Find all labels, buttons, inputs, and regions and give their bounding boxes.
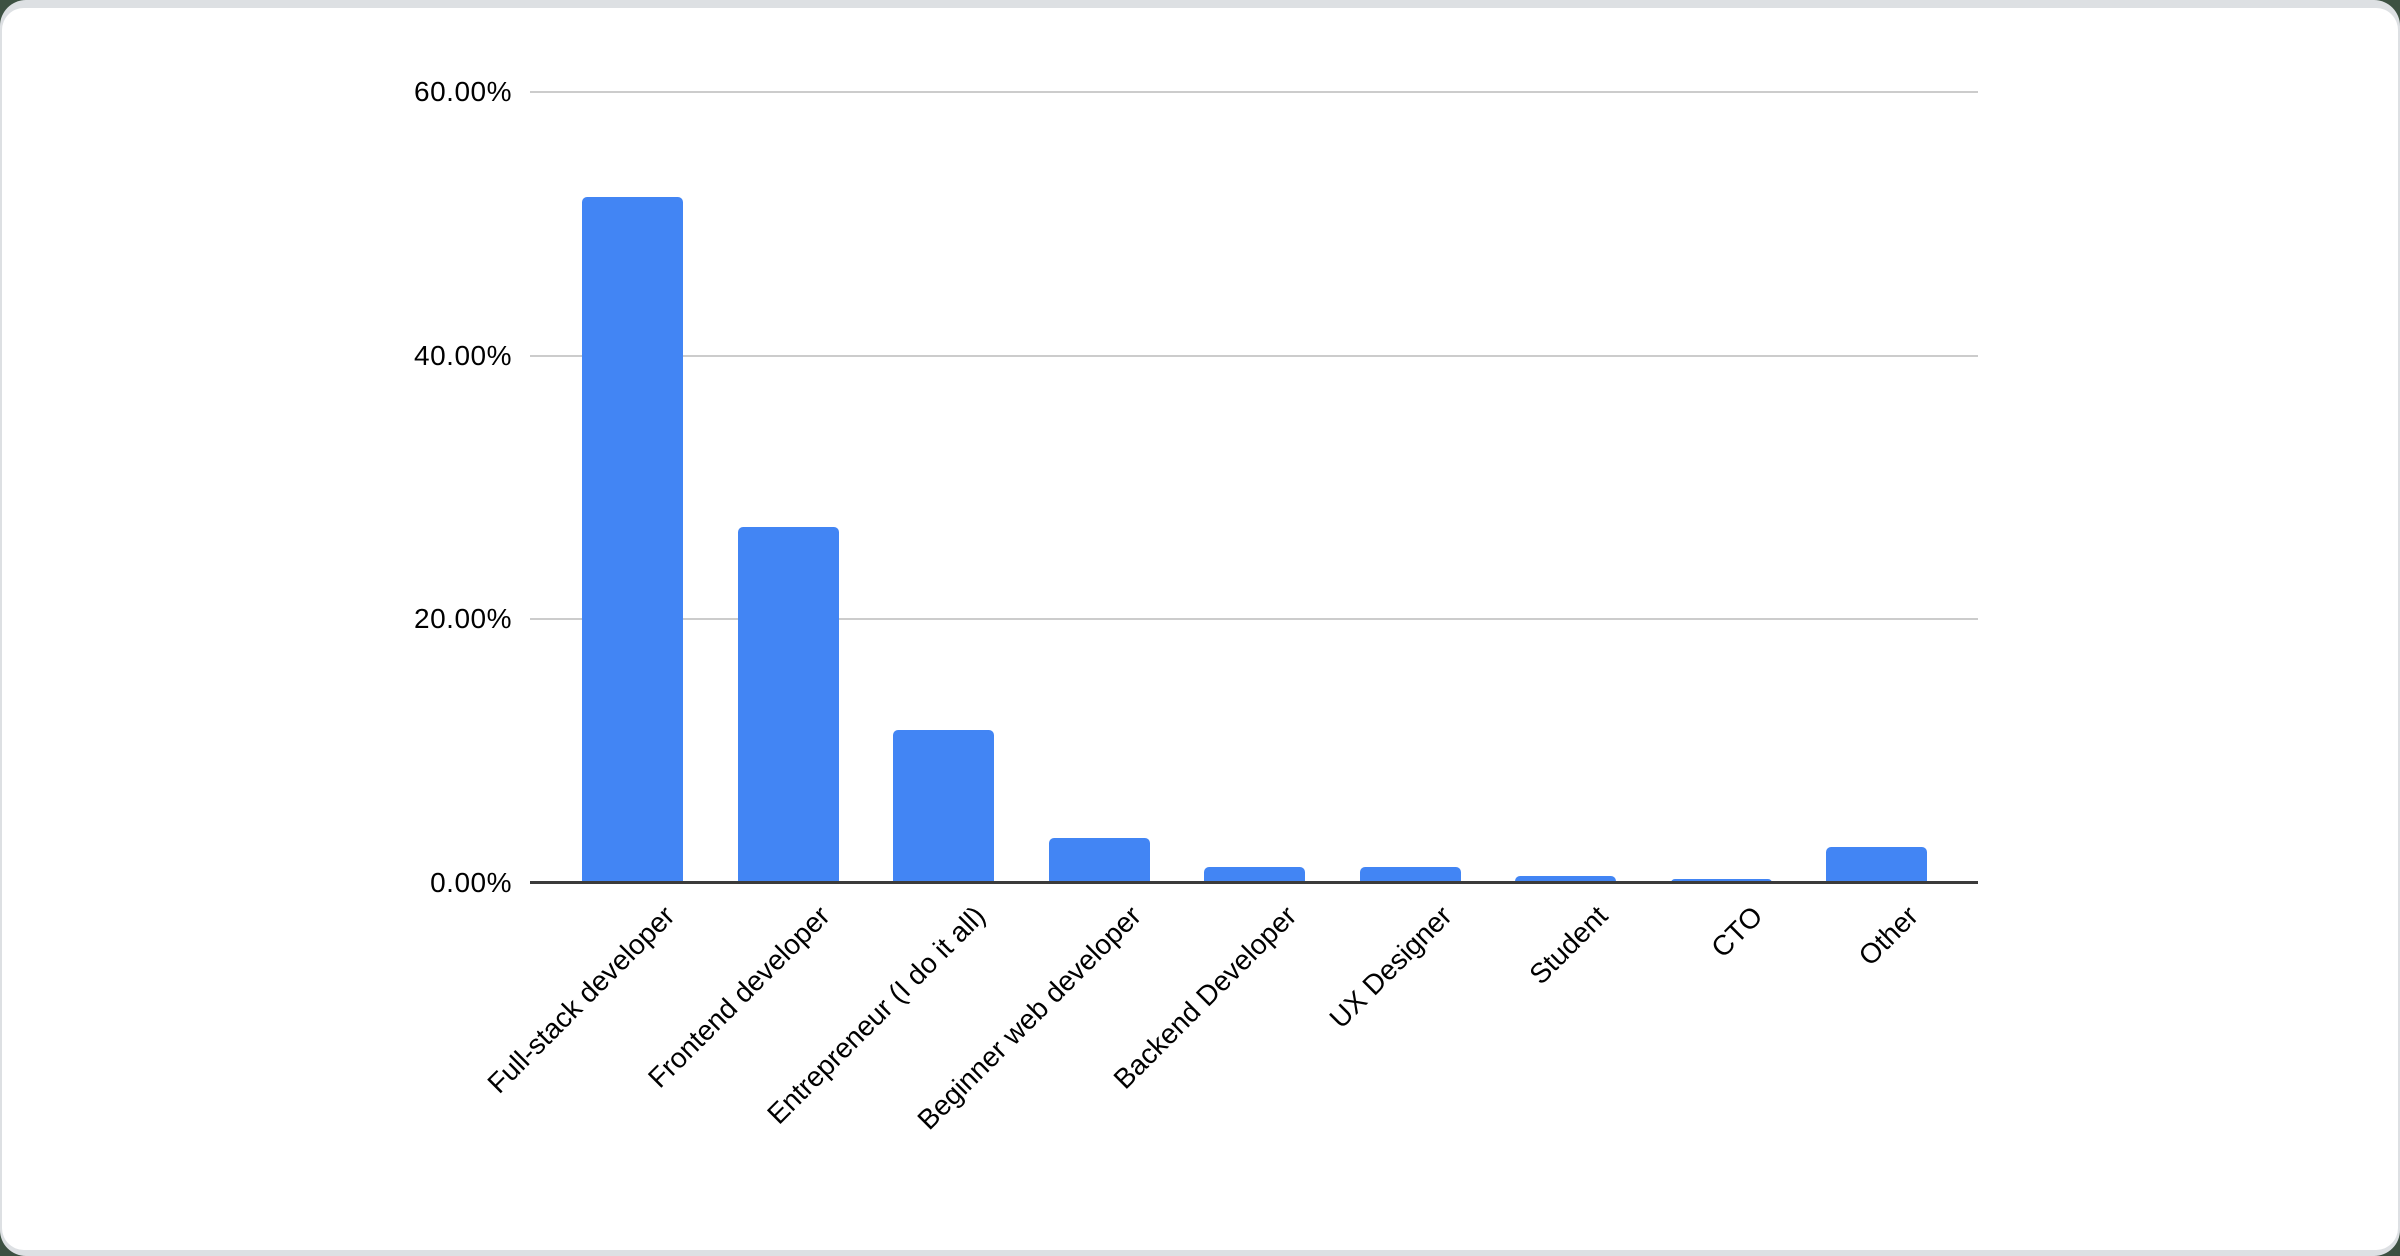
chart-card [2, 8, 2398, 1250]
